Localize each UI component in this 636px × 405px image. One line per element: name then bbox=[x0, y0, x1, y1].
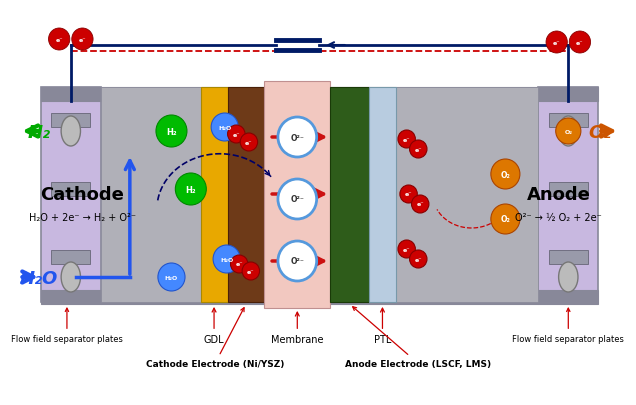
Bar bbox=[538, 88, 598, 302]
Text: O²⁻ → ½ O₂ + 2e⁻: O²⁻ → ½ O₂ + 2e⁻ bbox=[515, 213, 602, 222]
Circle shape bbox=[213, 245, 240, 273]
Bar bbox=[538, 290, 598, 304]
Text: H₂: H₂ bbox=[186, 185, 196, 194]
Circle shape bbox=[546, 32, 567, 54]
Bar bbox=[538, 88, 598, 102]
Circle shape bbox=[410, 141, 427, 159]
Bar bbox=[549, 251, 588, 265]
Ellipse shape bbox=[61, 262, 81, 292]
Text: GDL: GDL bbox=[204, 309, 225, 344]
Bar bbox=[101, 88, 200, 302]
Circle shape bbox=[228, 126, 245, 144]
Circle shape bbox=[211, 114, 238, 142]
Circle shape bbox=[156, 116, 187, 148]
Bar bbox=[41, 88, 101, 302]
Circle shape bbox=[278, 179, 317, 220]
Text: Cathode Electrode (Ni/YSZ): Cathode Electrode (Ni/YSZ) bbox=[146, 308, 284, 368]
Text: Cathode: Cathode bbox=[41, 185, 125, 203]
Text: e⁻: e⁻ bbox=[79, 37, 86, 43]
Bar bbox=[41, 88, 101, 102]
Circle shape bbox=[398, 241, 415, 258]
Circle shape bbox=[278, 118, 317, 158]
Ellipse shape bbox=[558, 117, 578, 147]
Bar bbox=[41, 290, 101, 304]
Circle shape bbox=[398, 131, 415, 149]
Circle shape bbox=[491, 160, 520, 190]
Ellipse shape bbox=[61, 117, 81, 147]
Circle shape bbox=[230, 256, 248, 273]
Text: e⁻: e⁻ bbox=[233, 132, 240, 137]
Bar bbox=[52, 113, 90, 128]
Text: e⁻: e⁻ bbox=[553, 40, 560, 45]
Bar bbox=[369, 88, 396, 302]
Bar bbox=[396, 88, 538, 302]
Text: O₂: O₂ bbox=[564, 129, 572, 134]
Text: H₂: H₂ bbox=[166, 127, 177, 136]
Text: O₂: O₂ bbox=[501, 215, 510, 224]
Circle shape bbox=[242, 262, 259, 280]
Circle shape bbox=[48, 29, 70, 51]
Circle shape bbox=[400, 185, 417, 203]
Text: PTL: PTL bbox=[374, 309, 391, 344]
Text: Anode: Anode bbox=[527, 185, 591, 203]
Text: H₂O: H₂O bbox=[20, 269, 58, 287]
Text: e⁻: e⁻ bbox=[245, 140, 252, 145]
Circle shape bbox=[491, 205, 520, 234]
Text: H₂: H₂ bbox=[27, 124, 50, 142]
Circle shape bbox=[411, 196, 429, 213]
Text: Anode Electrode (LSCF, LMS): Anode Electrode (LSCF, LMS) bbox=[345, 307, 492, 368]
Text: e⁻: e⁻ bbox=[235, 262, 243, 267]
Circle shape bbox=[410, 250, 427, 269]
Text: H₂O: H₂O bbox=[218, 125, 232, 130]
Bar bbox=[549, 182, 588, 196]
Text: O²⁻: O²⁻ bbox=[291, 257, 304, 266]
Bar bbox=[228, 88, 265, 302]
Bar bbox=[101, 88, 538, 102]
Bar bbox=[330, 88, 369, 302]
Circle shape bbox=[569, 32, 591, 54]
Circle shape bbox=[158, 263, 185, 291]
Bar bbox=[101, 290, 538, 304]
Circle shape bbox=[72, 29, 93, 51]
Text: H₂O: H₂O bbox=[220, 257, 233, 262]
Text: O₂: O₂ bbox=[589, 124, 612, 142]
Text: e⁻: e⁻ bbox=[576, 40, 584, 45]
Bar bbox=[52, 182, 90, 196]
Text: e⁻: e⁻ bbox=[247, 269, 254, 274]
Circle shape bbox=[278, 241, 317, 281]
Text: O²⁻: O²⁻ bbox=[291, 133, 304, 142]
Text: Membrane: Membrane bbox=[271, 312, 324, 344]
Text: Flow field separator plates: Flow field separator plates bbox=[11, 309, 123, 343]
Text: H₂O: H₂O bbox=[165, 275, 178, 280]
Text: Flow field separator plates: Flow field separator plates bbox=[513, 309, 625, 343]
Bar bbox=[549, 113, 588, 128]
Bar bbox=[200, 88, 228, 302]
Text: e⁻: e⁻ bbox=[403, 247, 410, 252]
Bar bbox=[265, 82, 330, 308]
Text: H₂O + 2e⁻ → H₂ + O²⁻: H₂O + 2e⁻ → H₂ + O²⁻ bbox=[29, 213, 136, 222]
Text: O₂: O₂ bbox=[501, 170, 510, 179]
Text: e⁻: e⁻ bbox=[55, 37, 63, 43]
Text: e⁻: e⁻ bbox=[403, 137, 410, 142]
Ellipse shape bbox=[558, 262, 578, 292]
Text: e⁻: e⁻ bbox=[415, 257, 422, 262]
Circle shape bbox=[176, 174, 206, 205]
Text: e⁻: e⁻ bbox=[417, 202, 424, 207]
Circle shape bbox=[240, 134, 258, 151]
Circle shape bbox=[556, 119, 581, 145]
Text: e⁻: e⁻ bbox=[405, 192, 412, 197]
Text: O²⁻: O²⁻ bbox=[291, 195, 304, 204]
Bar bbox=[52, 251, 90, 265]
Text: e⁻: e⁻ bbox=[415, 147, 422, 152]
